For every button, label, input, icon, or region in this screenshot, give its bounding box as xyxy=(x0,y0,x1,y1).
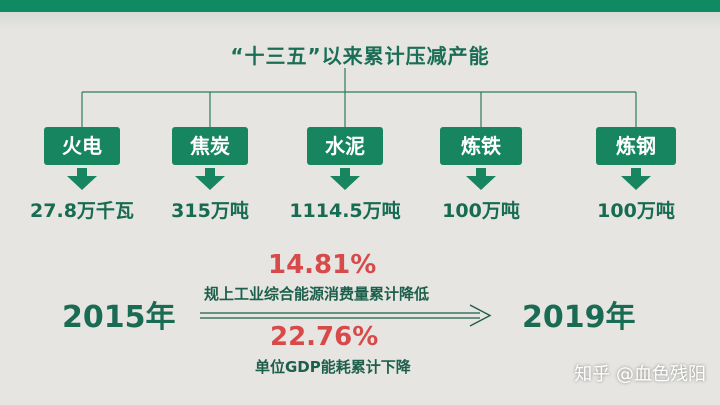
energy-percent: 14.81% xyxy=(268,250,377,280)
value-iron: 100万吨 xyxy=(442,200,520,222)
node-box-coke: 焦炭 xyxy=(172,127,248,165)
node-box-steel: 炼钢 xyxy=(596,127,676,165)
down-arrow-icon xyxy=(621,168,651,190)
gdp-percent: 22.76% xyxy=(270,322,379,352)
value-coal-power: 27.8万千瓦 xyxy=(30,200,134,222)
energy-label: 规上工业综合能源消费量累计降低 xyxy=(204,285,430,303)
top-shade xyxy=(0,12,720,30)
end-year: 2019年 xyxy=(522,300,636,335)
down-arrow-icon xyxy=(195,168,225,190)
down-arrow-icon xyxy=(466,168,496,190)
value-steel: 100万吨 xyxy=(597,200,675,222)
node-box-cement: 水泥 xyxy=(307,127,383,165)
value-coke: 315万吨 xyxy=(171,200,249,222)
top-green-bar xyxy=(0,0,720,12)
node-box-coal-power: 火电 xyxy=(44,127,120,165)
node-box-iron: 炼铁 xyxy=(440,127,522,165)
watermark: 知乎 @血色残阳 xyxy=(574,364,706,385)
gdp-label: 单位GDP能耗累计下降 xyxy=(255,358,411,376)
diagram-title: “十三五”以来累计压减产能 xyxy=(230,44,490,68)
start-year: 2015年 xyxy=(62,300,176,335)
value-cement: 1114.5万吨 xyxy=(289,200,401,222)
down-arrow-icon xyxy=(67,168,97,190)
down-arrow-icon xyxy=(330,168,360,190)
